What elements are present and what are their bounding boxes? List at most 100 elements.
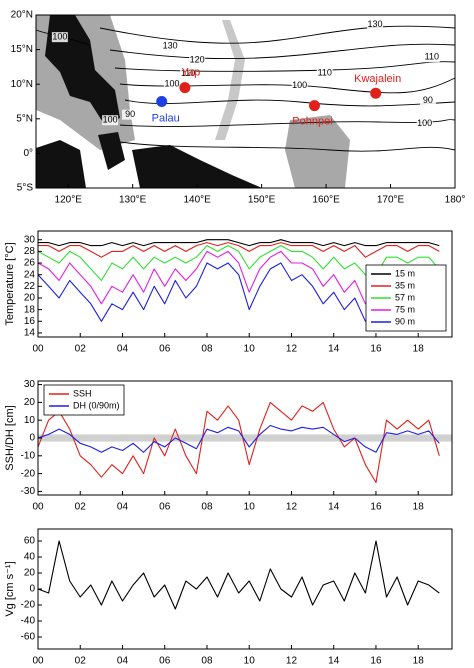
x-tick-label: 06 (159, 656, 171, 667)
contour (109, 43, 456, 60)
y-tick-label: -60 (21, 632, 36, 643)
x-tick-label: 10 (244, 502, 256, 513)
y-tick-label: 20 (24, 568, 36, 579)
y-tick-label: -30 (21, 486, 36, 497)
map-background (35, 15, 456, 188)
legend-label: 35 m (395, 280, 415, 290)
land (132, 145, 262, 188)
contour-label: 120 (190, 54, 205, 64)
x-tick-label: 180° (445, 195, 466, 206)
shallow-ridge (215, 20, 245, 140)
y-tick-label: -10 (21, 450, 36, 461)
station-point (156, 96, 168, 107)
x-tick-label: 08 (201, 656, 213, 667)
contour-label: 110 (318, 68, 332, 78)
contour-label: 100 (292, 80, 307, 90)
contour-label-bg (416, 118, 433, 129)
contour-label: 130 (163, 41, 178, 51)
y-axis-label: Vg [cm s⁻¹] (4, 561, 16, 616)
station-point (370, 87, 382, 99)
y-tick-label: 30 (24, 234, 36, 245)
x-tick-label: 120°E (55, 195, 83, 206)
station-point (179, 82, 191, 94)
y-tick-label: -20 (21, 600, 36, 611)
contour (119, 119, 456, 127)
x-tick-label: 04 (117, 502, 129, 513)
shallow-area (285, 115, 350, 188)
x-tick-label: 160°E (312, 195, 340, 206)
x-tick-label: 02 (75, 502, 87, 513)
y-tick-label: -40 (21, 616, 36, 627)
contour-label: 100 (52, 32, 67, 42)
plot-frame (37, 528, 453, 650)
station-label: Pohnpei (292, 116, 332, 128)
contour-label: 100 (417, 118, 432, 128)
x-tick-label: 12 (286, 344, 298, 355)
y-tick-label: 0° (23, 148, 33, 159)
land (98, 132, 125, 170)
x-tick-label: 00 (32, 344, 44, 355)
land (45, 15, 120, 124)
y-tick-label: 20 (24, 293, 36, 304)
y-tick-label: 15°N (11, 44, 33, 55)
x-tick-label: 06 (159, 344, 171, 355)
contour-label: 130 (368, 19, 383, 29)
y-tick-label: 40 (24, 552, 36, 563)
contour-label-bg (291, 80, 308, 91)
contour (119, 141, 456, 152)
legend-label: DH (0/90m) (73, 400, 120, 410)
y-tick-label: 10°N (11, 79, 33, 90)
y-tick-label: 22 (24, 281, 36, 292)
contour-label: 110 (181, 68, 195, 78)
x-tick-label: 04 (117, 344, 129, 355)
contour-label: 100 (103, 115, 118, 125)
series-line (38, 239, 440, 247)
x-tick-label: 150°E (248, 195, 276, 206)
x-tick-label: 12 (286, 502, 298, 513)
y-tick-label: 16 (24, 316, 36, 327)
y-tick-label: 0 (29, 584, 35, 595)
contour-label-bg (316, 68, 333, 79)
x-tick-label: 16 (370, 502, 382, 513)
y-tick-label: 5°N (16, 113, 33, 124)
y-tick-label: 24 (24, 269, 36, 280)
x-tick-label: 00 (32, 502, 44, 513)
x-tick-label: 140°E (183, 195, 211, 206)
contour-label: 110 (425, 52, 439, 62)
y-tick-label: 10 (24, 415, 36, 426)
y-tick-label: -20 (21, 468, 36, 479)
x-tick-label: 08 (201, 502, 213, 513)
x-tick-label: 10 (244, 656, 256, 667)
y-tick-label: 5°S (17, 183, 34, 194)
y-axis-label: SSH/DH [cm] (4, 405, 16, 470)
contour (99, 25, 456, 44)
contour-label-bg (419, 95, 436, 106)
y-tick-label: 28 (24, 246, 36, 257)
y-tick-label: 30 (24, 379, 36, 390)
x-tick-label: 18 (413, 344, 425, 355)
x-tick-label: 18 (413, 656, 425, 667)
contour-label-bg (102, 115, 119, 126)
contour-label-bg (162, 41, 179, 52)
x-tick-label: 08 (201, 344, 213, 355)
contour (124, 99, 456, 107)
series-line (37, 424, 440, 453)
legend-label: SSH (73, 388, 92, 398)
contours (35, 25, 456, 152)
legend-label: 15 m (395, 268, 415, 278)
y-tick-label: 18 (24, 304, 36, 315)
contour-label-bg (51, 32, 68, 43)
contour-label: 90 (423, 95, 433, 105)
contour-label-bg (180, 68, 197, 79)
contour-label-bg (164, 79, 181, 90)
series-line (37, 401, 440, 484)
x-tick-label: 00 (32, 656, 44, 667)
x-tick-label: 170°E (377, 195, 405, 206)
map-frame (35, 14, 456, 189)
station-point (308, 100, 320, 112)
y-tick-label: 26 (24, 258, 36, 269)
x-tick-label: 12 (286, 656, 298, 667)
contour-label-bg (122, 109, 139, 120)
shade-band (38, 434, 452, 442)
